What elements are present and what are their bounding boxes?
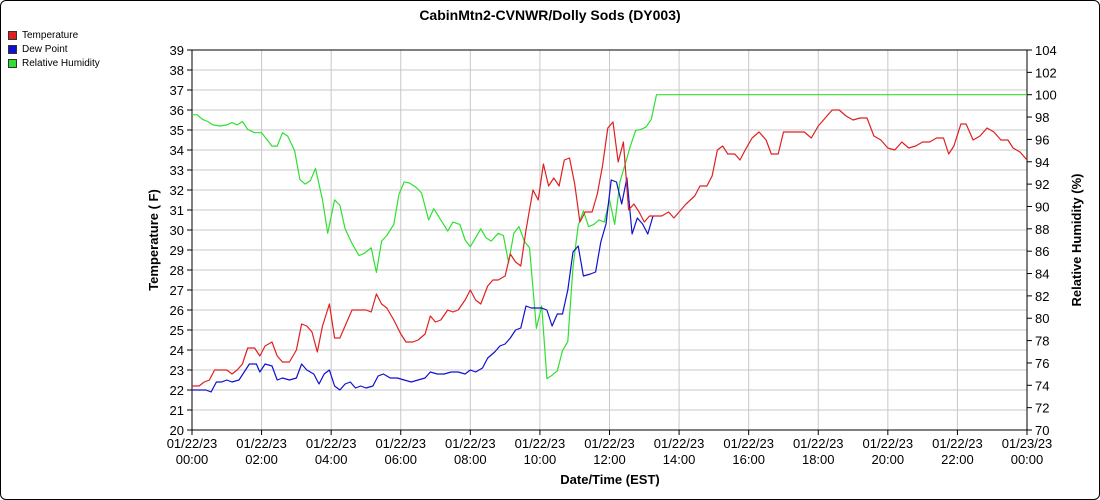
y2-tick-label: 72 bbox=[1035, 401, 1049, 416]
x-tick-date: 01/22/23 bbox=[932, 436, 983, 451]
x-tick-date: 01/22/23 bbox=[375, 436, 426, 451]
y2-tick-label: 74 bbox=[1035, 378, 1049, 393]
legend-swatch bbox=[8, 58, 17, 68]
y2-tick-label: 104 bbox=[1035, 43, 1057, 58]
x-tick-date: 01/22/23 bbox=[863, 436, 914, 451]
legend-label: Relative Humidity bbox=[22, 57, 100, 69]
y2-tick-label: 90 bbox=[1035, 199, 1049, 214]
x-tick-time: 16:00 bbox=[732, 452, 765, 467]
x-tick-time: 12:00 bbox=[593, 452, 626, 467]
y2-tick-label: 82 bbox=[1035, 289, 1049, 304]
y-tick-label: 26 bbox=[170, 303, 184, 318]
y2-tick-label: 98 bbox=[1035, 110, 1049, 125]
series-line-dew-point bbox=[192, 177, 654, 393]
x-tick-time: 00:00 bbox=[176, 452, 209, 467]
y-tick-label: 37 bbox=[170, 83, 184, 98]
y2-tick-label: 76 bbox=[1035, 356, 1049, 371]
series-line-relative-humidity bbox=[192, 94, 1027, 380]
x-tick-date: 01/22/23 bbox=[584, 436, 635, 451]
y-tick-label: 32 bbox=[170, 183, 184, 198]
y-tick-label: 30 bbox=[170, 223, 184, 238]
legend-swatch bbox=[8, 30, 17, 40]
legend-swatch bbox=[8, 44, 17, 54]
legend-item: Temperature bbox=[8, 28, 100, 42]
y-tick-label: 34 bbox=[170, 143, 184, 158]
y-tick-label: 33 bbox=[170, 163, 184, 178]
x-tick-time: 04:00 bbox=[315, 452, 348, 467]
y2-tick-label: 78 bbox=[1035, 334, 1049, 349]
y2-tick-label: 102 bbox=[1035, 65, 1057, 80]
x-tick-date: 01/22/23 bbox=[306, 436, 357, 451]
y-tick-label: 38 bbox=[170, 63, 184, 78]
legend: Temperature Dew Point Relative Humidity bbox=[8, 28, 100, 70]
y2-tick-label: 100 bbox=[1035, 88, 1057, 103]
x-tick-time: 22:00 bbox=[941, 452, 974, 467]
y-tick-label: 27 bbox=[170, 283, 184, 298]
y2-tick-label: 92 bbox=[1035, 177, 1049, 192]
legend-label: Dew Point bbox=[22, 43, 68, 55]
x-tick-time: 14:00 bbox=[663, 452, 696, 467]
y2-tick-label: 94 bbox=[1035, 155, 1049, 170]
x-tick-date: 01/23/23 bbox=[1002, 436, 1053, 451]
y-tick-label: 24 bbox=[170, 343, 184, 358]
x-tick-date: 01/22/23 bbox=[654, 436, 705, 451]
y2-tick-label: 70 bbox=[1035, 423, 1049, 438]
chart-title: CabinMtn2-CVNWR/Dolly Sods (DY003) bbox=[419, 7, 680, 23]
y-tick-label: 28 bbox=[170, 263, 184, 278]
y-tick-label: 21 bbox=[170, 403, 184, 418]
x-tick-time: 10:00 bbox=[524, 452, 557, 467]
x-tick-time: 00:00 bbox=[1011, 452, 1044, 467]
legend-item: Relative Humidity bbox=[8, 56, 100, 70]
y2-tick-label: 88 bbox=[1035, 222, 1049, 237]
axis-ticks: 20 21 22 23 24 25 26 27 28 29 30 31 32 33 34 35 36 37 38 39… bbox=[167, 43, 1057, 467]
x-tick-time: 18:00 bbox=[802, 452, 835, 467]
y-axis-label: Temperature ( F) bbox=[146, 189, 161, 291]
y-tick-label: 31 bbox=[170, 203, 184, 218]
x-axis-label: Date/Time (EST) bbox=[560, 472, 659, 487]
series-line-temperature bbox=[192, 109, 1027, 387]
grid-lines bbox=[191, 49, 1028, 431]
x-tick-date: 01/22/23 bbox=[167, 436, 218, 451]
y-tick-label: 29 bbox=[170, 243, 184, 258]
y2-axis-label: Relative Humidity (%) bbox=[1069, 174, 1084, 307]
x-tick-date: 01/22/23 bbox=[515, 436, 566, 451]
y2-tick-label: 96 bbox=[1035, 132, 1049, 147]
y-tick-label: 36 bbox=[170, 103, 184, 118]
series-lines bbox=[192, 94, 1027, 393]
y-tick-label: 22 bbox=[170, 383, 184, 398]
y-tick-label: 23 bbox=[170, 363, 184, 378]
y2-tick-label: 86 bbox=[1035, 244, 1049, 259]
x-tick-time: 02:00 bbox=[245, 452, 278, 467]
legend-label: Temperature bbox=[22, 29, 79, 41]
x-tick-time: 20:00 bbox=[872, 452, 905, 467]
x-tick-date: 01/22/23 bbox=[236, 436, 287, 451]
legend-item: Dew Point bbox=[8, 42, 100, 56]
x-tick-date: 01/22/23 bbox=[723, 436, 774, 451]
y2-tick-label: 84 bbox=[1035, 267, 1049, 282]
y-tick-label: 35 bbox=[170, 123, 184, 138]
y-tick-label: 25 bbox=[170, 323, 184, 338]
x-tick-time: 08:00 bbox=[454, 452, 487, 467]
y-tick-label: 20 bbox=[170, 423, 184, 438]
x-tick-date: 01/22/23 bbox=[445, 436, 496, 451]
x-tick-date: 01/22/23 bbox=[793, 436, 844, 451]
y-tick-label: 39 bbox=[170, 43, 184, 58]
y2-tick-label: 80 bbox=[1035, 311, 1049, 326]
x-tick-time: 06:00 bbox=[384, 452, 417, 467]
